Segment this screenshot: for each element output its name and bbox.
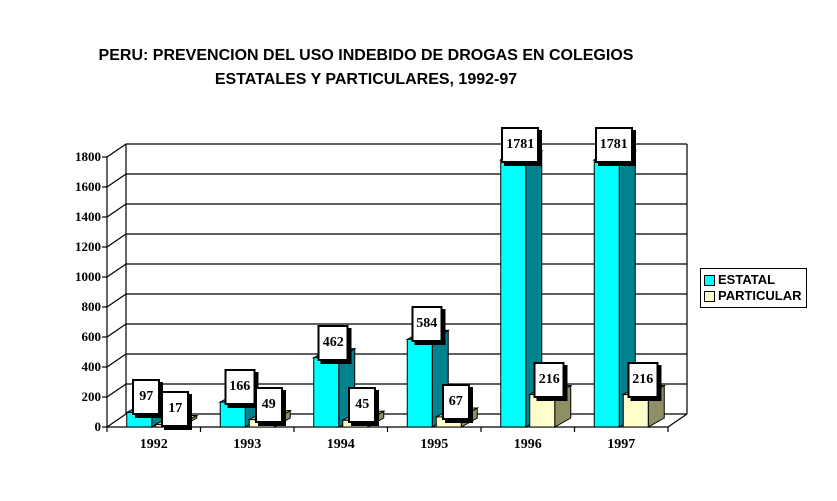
y-tick-label-800: 800	[81, 299, 102, 314]
legend-item-particular: PARTICULAR	[704, 288, 802, 304]
y-tick-label-0: 0	[94, 419, 102, 434]
y-tick-label-1400: 1400	[75, 209, 101, 224]
data-label-particular-1995: 67	[441, 383, 470, 420]
chart-title-line2: ESTATALES Y PARTICULARES, 1992-97	[214, 71, 518, 88]
data-label-particular-1993: 49	[254, 386, 283, 423]
x-category-label-1995: 1995	[420, 437, 449, 452]
data-label-particular-1996: 216	[533, 361, 565, 398]
data-label-estatal-1995: 584	[411, 306, 443, 343]
data-label-estatal-1997: 1781	[594, 126, 633, 163]
y-tick-label-1600: 1600	[75, 179, 101, 194]
floor-right-edge	[667, 413, 688, 428]
bar-estatal-1997-front	[593, 159, 620, 428]
axis-depth-line-0	[106, 413, 127, 428]
y-tick-label-1800: 1800	[75, 149, 101, 164]
x-category-label-1994: 1994	[326, 437, 355, 452]
data-label-estatal-1993: 166	[224, 369, 256, 406]
legend-item-estatal: ESTATAL	[704, 272, 802, 288]
legend-swatch-particular	[704, 290, 715, 302]
y-tick-label-200: 200	[81, 389, 102, 404]
x-category-label-1992: 1992	[139, 437, 168, 452]
data-label-particular-1992: 17	[161, 391, 190, 428]
axis-depth-line-800	[106, 293, 127, 308]
y-tick-label-600: 600	[81, 329, 102, 344]
y-tick-label-400: 400	[81, 359, 102, 374]
legend-swatch-estatal	[704, 274, 715, 286]
data-label-particular-1994: 45	[348, 387, 377, 424]
bar-estatal-1996-front	[500, 159, 527, 428]
axis-depth-line-1200	[106, 233, 127, 248]
axis-depth-line-1000	[106, 263, 127, 278]
bar-particular-1997-front	[622, 394, 649, 428]
bar-particular-1996-front	[529, 394, 556, 428]
axis-depth-line-200	[106, 383, 127, 398]
data-label-estatal-1996: 1781	[501, 126, 540, 163]
axis-depth-line-1400	[106, 203, 127, 218]
axis-depth-line-400	[106, 353, 127, 368]
axis-depth-line-600	[106, 323, 127, 338]
axis-depth-line-1800	[106, 143, 127, 158]
bar-estatal-1994-front	[313, 357, 340, 428]
x-category-label-1996: 1996	[513, 437, 542, 452]
data-label-particular-1997: 216	[627, 361, 659, 398]
y-tick-label-1200: 1200	[75, 239, 101, 254]
legend: ESTATAL PARTICULAR	[700, 268, 807, 308]
data-label-estatal-1992: 97	[132, 379, 161, 416]
x-category-label-1993: 1993	[233, 437, 262, 452]
chart-title-line1: PERU: PREVENCION DEL USO INDEBIDO DE DRO…	[98, 47, 634, 64]
legend-label-particular: PARTICULAR	[718, 288, 802, 303]
bar-estatal-1993-front	[219, 401, 246, 428]
chart-title: PERU: PREVENCION DEL USO INDEBIDO DE DRO…	[99, 44, 634, 92]
legend-label-estatal: ESTATAL	[718, 272, 776, 287]
x-category-label-1997: 1997	[607, 437, 636, 452]
axis-depth-line-1600	[106, 173, 127, 188]
bar-estatal-1995-front	[406, 338, 433, 428]
data-label-estatal-1994: 462	[317, 324, 349, 361]
y-tick-label-1000: 1000	[75, 269, 101, 284]
